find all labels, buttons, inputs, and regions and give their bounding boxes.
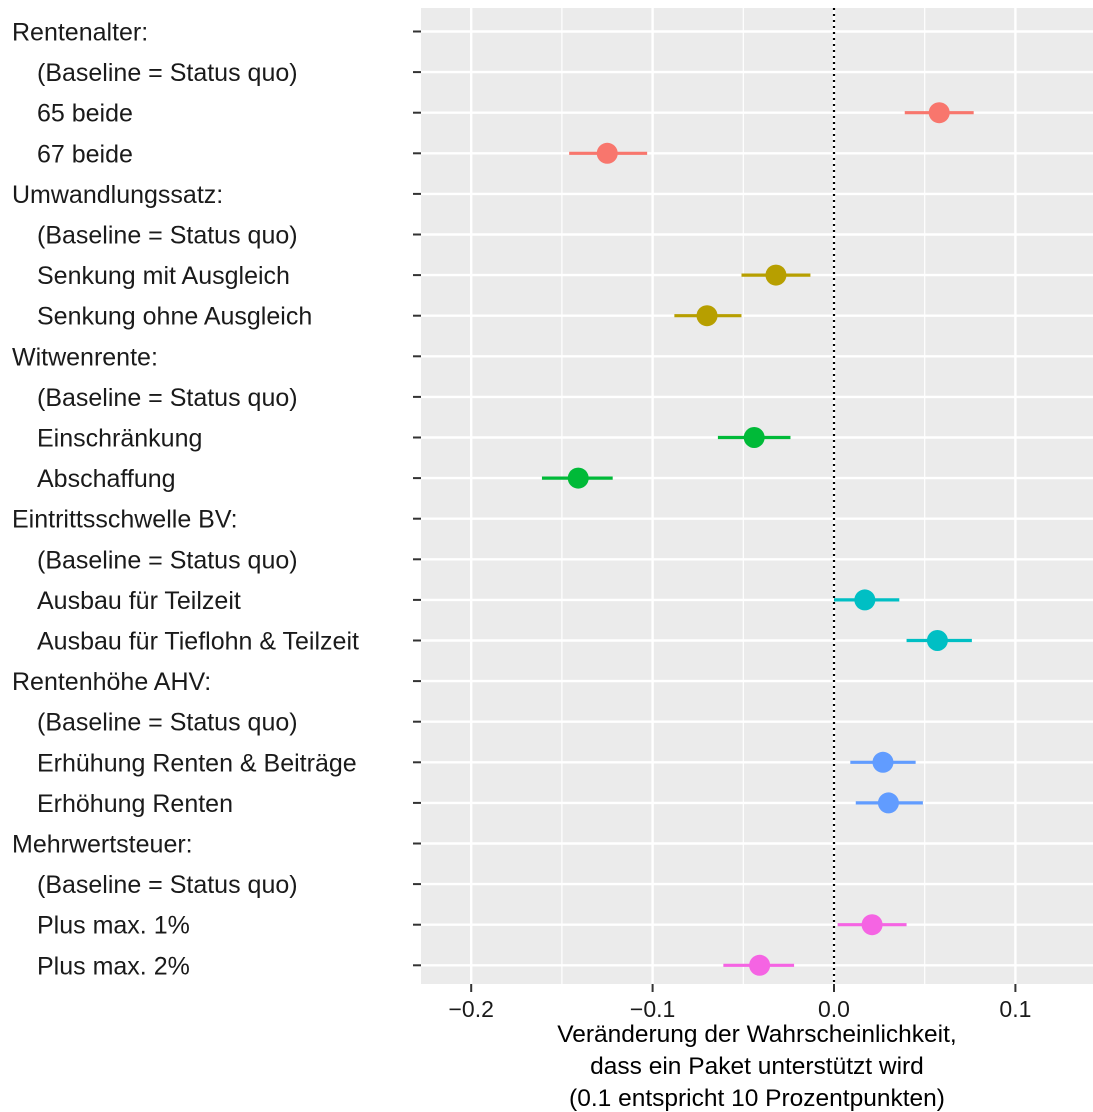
y-tick-label: Mehrwertsteuer: <box>12 831 193 859</box>
y-tick-label: Ausbau für Teilzeit <box>37 587 241 615</box>
y-axis: Rentenalter: (Baseline = Status quo) 65 be… <box>12 19 421 980</box>
x-tick-label: 0.1 <box>999 996 1031 1022</box>
y-tick-label: Witwenrente: <box>12 343 158 371</box>
y-tick-label: Einschränkung <box>37 425 202 453</box>
grid-lines <box>421 8 1093 984</box>
x-axis: −0.2 −0.1 0.0 0.1 <box>448 984 1031 1022</box>
y-tick-label: Senkung mit Ausgleich <box>37 262 290 290</box>
x-axis-title-line: (0.1 entspricht 10 Prozentpunkten) <box>569 1085 945 1112</box>
x-axis-title: Veränderung der Wahrscheinlichkeit, dass … <box>557 1021 956 1112</box>
y-tick-label: (Baseline = Status quo) <box>37 709 298 737</box>
estimate-point <box>854 589 876 611</box>
estimate-point <box>926 630 948 651</box>
estimate-point <box>696 305 718 327</box>
y-tick-label: (Baseline = Status quo) <box>37 222 298 250</box>
y-tick-label: Plus max. 1% <box>37 912 190 940</box>
y-tick-label: Senkung ohne Ausgleich <box>37 303 312 331</box>
y-tick-label: 67 beide <box>37 140 133 168</box>
y-tick-label: 65 beide <box>37 100 133 128</box>
y-tick-label: Abschaffung <box>37 465 176 493</box>
y-tick-label: Rentenalter: <box>12 19 148 47</box>
y-tick-label: Erhühung Renten & Beiträge <box>37 749 357 777</box>
estimate-point <box>928 102 950 124</box>
y-tick-label: Ausbau für Tieflohn & Teilzeit <box>37 628 359 656</box>
estimate-point <box>596 142 618 164</box>
estimate-point <box>877 792 899 814</box>
x-tick-label: −0.2 <box>448 996 493 1022</box>
estimate-point <box>861 914 883 936</box>
x-tick-label: 0.0 <box>818 996 850 1022</box>
x-tick-label: −0.1 <box>630 996 675 1022</box>
y-tick-label: Eintrittsschwelle BV: <box>12 506 238 534</box>
y-tick-label: Erhöhung Renten <box>37 790 233 818</box>
x-axis-title-line: dass ein Paket unterstützt wird <box>590 1053 924 1080</box>
estimate-point <box>765 264 787 286</box>
y-tick-label: Rentenhöhe AHV: <box>12 668 211 696</box>
y-tick-label: (Baseline = Status quo) <box>37 59 298 87</box>
estimate-point <box>749 954 771 976</box>
estimate-point <box>872 751 894 773</box>
y-tick-label: Umwandlungssatz: <box>12 181 223 209</box>
y-tick-label: Plus max. 2% <box>37 952 190 980</box>
estimate-point <box>567 467 589 489</box>
x-axis-title-line: Veränderung der Wahrscheinlichkeit, <box>557 1021 956 1048</box>
plot-panel <box>421 8 1093 984</box>
estimate-points <box>567 102 950 976</box>
y-tick-label: (Baseline = Status quo) <box>37 384 298 412</box>
estimate-point <box>743 427 765 448</box>
y-tick-label: (Baseline = Status quo) <box>37 546 298 574</box>
y-tick-label: (Baseline = Status quo) <box>37 871 298 899</box>
